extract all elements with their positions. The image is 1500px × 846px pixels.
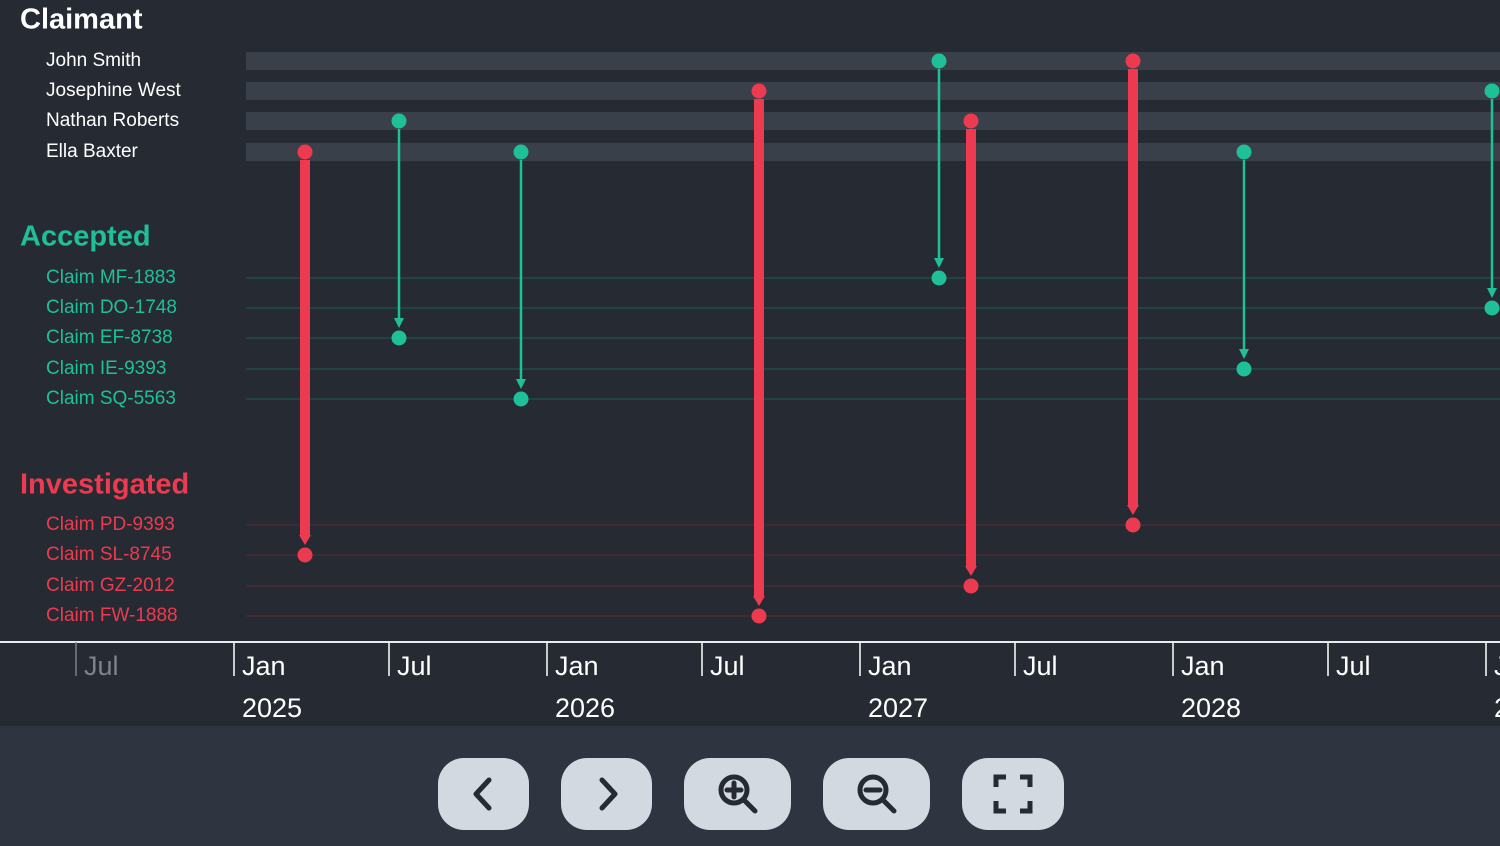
row-label: Claim FW-1888 <box>46 605 178 626</box>
node <box>1484 300 1500 316</box>
axis-tick-label: Jan <box>868 651 912 681</box>
previous-button[interactable] <box>438 758 529 830</box>
node <box>1125 53 1141 69</box>
row-label: Ella Baxter <box>46 141 139 162</box>
node <box>963 113 979 129</box>
axis-tick-label: Jul <box>1023 651 1058 681</box>
axis-year-label: 2026 <box>555 693 615 723</box>
next-button[interactable] <box>561 758 652 830</box>
row-label: Josephine West <box>46 80 182 101</box>
node <box>513 391 529 407</box>
axis-tick-label: Jul <box>710 651 745 681</box>
axis-tick-label: Jan <box>1181 651 1225 681</box>
arrow-head <box>965 566 977 576</box>
node <box>391 113 407 129</box>
node <box>751 608 767 624</box>
row-band <box>246 112 1500 130</box>
node <box>297 547 313 563</box>
node <box>1484 83 1500 99</box>
axis-tick-label: Jan <box>1494 651 1500 681</box>
section-title: Investigated <box>20 469 189 501</box>
node <box>513 144 529 160</box>
axis-year-label: 2028 <box>1181 693 1241 723</box>
axis-tick-label: Jul <box>1336 651 1371 681</box>
arrow-head <box>299 535 311 545</box>
axis-tick-label: Jul <box>397 651 432 681</box>
row-label: Nathan Roberts <box>46 110 179 131</box>
row-label: John Smith <box>46 50 141 71</box>
row-label: Claim MF-1883 <box>46 267 176 288</box>
row-label: Claim EF-8738 <box>46 327 173 348</box>
node <box>297 144 313 160</box>
fit-button[interactable] <box>962 758 1064 830</box>
node <box>751 83 767 99</box>
row-label: Claim SQ-5563 <box>46 388 176 409</box>
axis-tick-label: Jul <box>84 651 119 681</box>
node <box>1236 144 1252 160</box>
axis-year-label: 2029 <box>1494 693 1500 723</box>
arrow-head <box>394 318 404 328</box>
node <box>963 578 979 594</box>
node <box>1236 361 1252 377</box>
timeline: Claimant John Smith Josephine West Nathan R… <box>0 4 1500 723</box>
axis-tick-label: Jan <box>242 651 286 681</box>
row-label: Claim GZ-2012 <box>46 575 175 596</box>
row-band <box>246 143 1500 161</box>
row-label: Claim IE-9393 <box>46 358 166 379</box>
zoom-out-button[interactable] <box>823 758 930 830</box>
axis-year-label: 2027 <box>868 693 928 723</box>
section-title: Claimant <box>20 4 143 36</box>
node <box>931 53 947 69</box>
arrow-head <box>1487 288 1497 298</box>
axis-tick-label: Jan <box>555 651 599 681</box>
row-label: Claim SL-8745 <box>46 544 172 565</box>
zoom-in-button[interactable] <box>684 758 791 830</box>
row-band <box>246 82 1500 100</box>
arrow-head <box>1127 505 1139 515</box>
axis-year-label: 2025 <box>242 693 302 723</box>
row-band <box>246 52 1500 70</box>
arrow-head <box>516 379 526 389</box>
row-label: Claim PD-9393 <box>46 514 175 535</box>
node <box>391 330 407 346</box>
row-label: Claim DO-1748 <box>46 297 177 318</box>
node <box>931 270 947 286</box>
arrow-head <box>1239 349 1249 359</box>
node <box>1125 517 1141 533</box>
arrow-head <box>934 258 944 268</box>
section-title: Accepted <box>20 221 151 253</box>
arrow-head <box>753 596 765 606</box>
